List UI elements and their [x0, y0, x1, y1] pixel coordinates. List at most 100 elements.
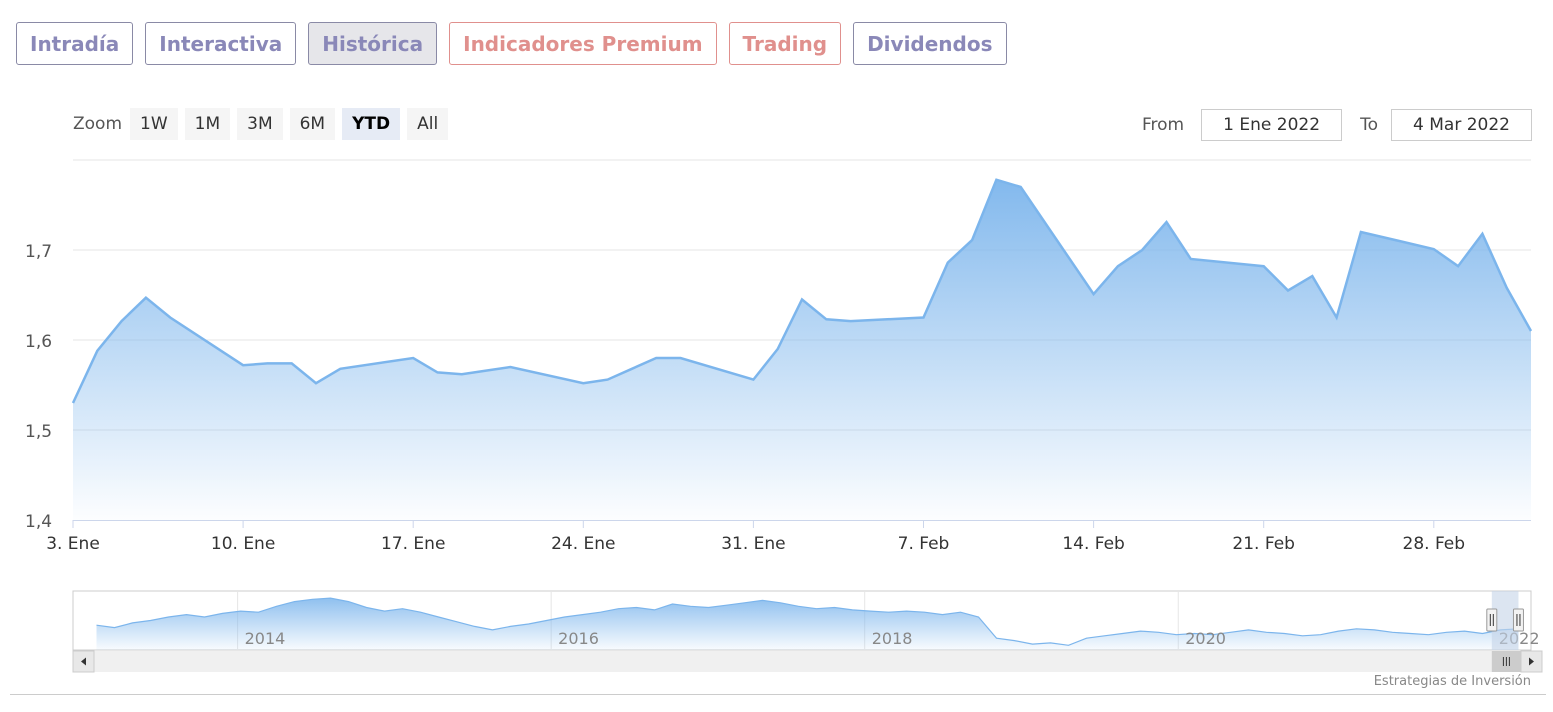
data-point[interactable] — [653, 355, 659, 361]
data-point[interactable] — [459, 371, 465, 377]
to-date-input[interactable]: 4 Mar 2022 — [1391, 109, 1532, 141]
zoom-button-1m[interactable]: 1M — [184, 108, 231, 140]
data-point[interactable] — [240, 362, 246, 368]
data-point[interactable] — [629, 366, 635, 372]
grip-icon — [1502, 657, 1510, 666]
data-point[interactable] — [410, 355, 416, 361]
data-point[interactable] — [1091, 291, 1097, 297]
scrollbar[interactable] — [72, 650, 1543, 673]
scrollbar-track[interactable] — [73, 651, 1531, 672]
data-point[interactable] — [119, 318, 125, 324]
data-point[interactable] — [143, 295, 149, 301]
handle-body[interactable] — [1512, 608, 1524, 632]
data-point[interactable] — [1115, 263, 1121, 269]
data-point[interactable] — [848, 318, 854, 324]
navigator-line — [96, 597, 1519, 646]
x-tick-label: 10. Ene — [211, 534, 275, 554]
tab-intradía[interactable]: Intradía — [16, 22, 134, 65]
navigator-year-label: 2020 — [1185, 629, 1226, 648]
data-point[interactable] — [1504, 285, 1510, 291]
date-range-inputs: From 1 Ene 2022 To 4 Mar 2022 — [1142, 109, 1532, 141]
zoom-button-6m[interactable]: 6M — [289, 108, 336, 140]
x-tick-label: 31. Ene — [721, 534, 785, 554]
data-point[interactable] — [775, 346, 781, 352]
tab-indicadores-premium[interactable]: Indicadores Premium — [449, 22, 717, 65]
x-axis-ticks: 3. Ene 10. Ene 17. Ene 24. Ene 31. Ene 7. Feb… — [46, 520, 1465, 554]
x-tick-label: 7. Feb — [898, 534, 950, 554]
data-point[interactable] — [289, 360, 295, 366]
data-point[interactable] — [1285, 288, 1291, 294]
data-point[interactable] — [1334, 315, 1340, 321]
navigator-year-label: 2018 — [872, 629, 913, 648]
y-tick-label: 1,4 — [25, 512, 52, 532]
price-area — [73, 179, 1531, 521]
chart-credit[interactable]: Estrategias de Inversión — [1373, 674, 1531, 689]
navigator-year-label: 2014 — [245, 629, 286, 648]
x-tick-label: 3. Ene — [46, 534, 100, 554]
tab-histórica[interactable]: Histórica — [308, 22, 438, 65]
data-point[interactable] — [678, 355, 684, 361]
data-point[interactable] — [264, 360, 270, 366]
data-point[interactable] — [605, 377, 611, 383]
data-point[interactable] — [94, 348, 100, 354]
from-date-input[interactable]: 1 Ene 2022 — [1201, 109, 1343, 141]
x-tick-label: 28. Feb — [1403, 534, 1466, 554]
data-point[interactable] — [1479, 231, 1485, 237]
from-label: From — [1141, 115, 1185, 135]
data-point[interactable] — [945, 260, 951, 266]
navigator-year-label: 2016 — [558, 629, 599, 648]
zoom-button-3m[interactable]: 3M — [237, 108, 283, 140]
data-point[interactable] — [1455, 263, 1461, 269]
arrow-left-icon — [81, 657, 86, 666]
data-point[interactable] — [969, 237, 975, 243]
data-point[interactable] — [921, 315, 927, 321]
data-point[interactable] — [313, 380, 319, 386]
zoom-button-1w[interactable]: 1W — [130, 108, 178, 140]
zoom-button-all[interactable]: All — [407, 108, 449, 140]
data-point[interactable] — [993, 177, 999, 183]
data-point[interactable] — [1164, 219, 1170, 225]
data-point[interactable] — [823, 316, 829, 322]
data-point[interactable] — [1139, 247, 1145, 253]
data-point[interactable] — [507, 364, 513, 370]
data-point[interactable] — [799, 297, 805, 303]
tab-interactiva[interactable]: Interactiva — [145, 22, 297, 65]
navigator[interactable]: 2014 2016 2018 2020 2022 — [72, 590, 1540, 651]
bottom-divider — [10, 694, 1546, 695]
data-point[interactable] — [1188, 256, 1194, 262]
data-point[interactable] — [750, 377, 756, 383]
chart-tabs: Intradía Interactiva Histórica Indicadores … — [16, 22, 1007, 65]
zoom-range-selector: Zoom 1W 1M 3M 6M YTD All — [73, 108, 455, 140]
navigator-right-handle[interactable] — [1512, 608, 1524, 632]
data-point[interactable] — [337, 366, 343, 372]
data-point[interactable] — [580, 380, 586, 386]
data-point[interactable] — [1261, 263, 1267, 269]
x-tick-label: 17. Ene — [381, 534, 445, 554]
handle-body[interactable] — [1486, 608, 1498, 632]
data-point[interactable] — [167, 315, 173, 321]
data-point[interactable] — [1528, 328, 1534, 334]
data-point[interactable] — [483, 368, 489, 374]
arrow-right-icon — [1529, 657, 1534, 666]
data-point[interactable] — [70, 400, 76, 406]
data-point[interactable] — [1309, 273, 1315, 279]
navigator-area — [96, 598, 1519, 650]
navigator-left-handle[interactable] — [1486, 608, 1498, 632]
y-tick-label: 1,6 — [25, 332, 52, 352]
tab-dividendos[interactable]: Dividendos — [853, 22, 1007, 65]
data-point[interactable] — [1018, 184, 1024, 190]
tab-trading[interactable]: Trading — [728, 22, 842, 65]
data-point[interactable] — [435, 369, 441, 375]
zoom-label: Zoom — [73, 114, 123, 134]
y-axis-ticks: 1,4 1,5 1,6 1,7 — [25, 242, 52, 532]
x-tick-label: 24. Ene — [551, 534, 615, 554]
navigator-year-labels: 2014 2016 2018 2020 2022 — [245, 629, 1540, 648]
data-point[interactable] — [1358, 229, 1364, 235]
y-tick-label: 1,7 — [25, 242, 52, 262]
x-tick-label: 14. Feb — [1062, 534, 1125, 554]
zoom-button-ytd[interactable]: YTD — [342, 108, 401, 140]
data-point[interactable] — [1431, 246, 1437, 252]
price-line — [71, 178, 1533, 404]
to-label: To — [1360, 115, 1378, 135]
